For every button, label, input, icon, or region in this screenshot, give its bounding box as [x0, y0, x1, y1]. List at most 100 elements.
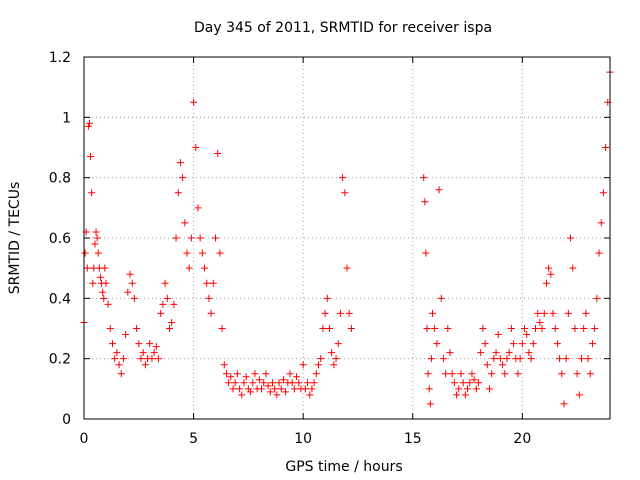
data-point	[477, 349, 485, 357]
data-point	[99, 288, 107, 296]
data-point	[464, 385, 472, 393]
data-point	[251, 370, 259, 378]
data-point	[260, 379, 268, 387]
data-point	[150, 349, 158, 357]
data-point	[426, 400, 434, 408]
data-point	[422, 249, 430, 257]
data-point	[424, 370, 432, 378]
data-point	[431, 325, 439, 332]
x-tick-label: 0	[80, 431, 89, 447]
data-point	[264, 382, 272, 390]
data-point	[310, 379, 318, 387]
data-point	[575, 391, 583, 399]
data-point	[295, 379, 303, 387]
data-point	[578, 355, 586, 363]
data-point	[172, 234, 180, 242]
data-point	[527, 355, 535, 363]
data-point	[573, 370, 581, 378]
data-point	[595, 249, 603, 257]
data-point	[130, 294, 138, 302]
data-point	[481, 340, 489, 348]
data-point	[321, 309, 329, 317]
data-point	[444, 325, 452, 332]
data-point	[562, 355, 570, 363]
data-point	[122, 331, 130, 339]
data-point	[475, 379, 482, 387]
data-point	[450, 379, 458, 387]
data-point	[334, 340, 342, 348]
data-point	[119, 355, 127, 363]
data-point	[179, 174, 187, 182]
data-point	[580, 325, 588, 332]
data-point	[115, 361, 123, 369]
data-point	[492, 349, 500, 357]
data-point	[341, 189, 349, 197]
data-point	[304, 379, 312, 387]
data-point	[137, 355, 145, 363]
data-point	[286, 370, 294, 378]
y-tick-label: 0.2	[49, 352, 71, 368]
data-point	[201, 264, 209, 272]
data-point	[212, 234, 219, 242]
data-point	[468, 370, 476, 378]
data-point	[258, 385, 266, 393]
y-axis-label: SRMTID / TECUs	[7, 182, 23, 295]
data-point	[207, 309, 215, 317]
data-point	[591, 325, 599, 332]
data-point	[571, 325, 579, 332]
x-tick-label: 5	[189, 431, 198, 447]
data-point	[325, 325, 333, 332]
data-point	[523, 331, 531, 339]
data-point	[205, 294, 213, 302]
y-tick-label: 0.4	[49, 291, 71, 307]
data-point	[516, 355, 524, 363]
data-point	[240, 379, 248, 387]
data-point	[428, 309, 436, 317]
data-point	[214, 150, 222, 158]
data-point	[222, 370, 230, 378]
data-point	[457, 370, 465, 378]
data-point	[275, 379, 283, 387]
data-point	[135, 340, 143, 348]
data-point	[220, 361, 228, 369]
data-point	[268, 379, 276, 387]
data-point	[84, 122, 92, 130]
data-point	[236, 385, 244, 393]
data-point	[233, 370, 241, 378]
data-point	[89, 279, 97, 287]
y-tick-label: 0.8	[49, 171, 71, 187]
data-point	[599, 189, 607, 197]
data-point	[507, 325, 515, 332]
data-point	[96, 273, 104, 281]
data-point	[496, 355, 504, 363]
data-point	[81, 249, 89, 257]
data-point	[231, 379, 239, 387]
data-point	[433, 340, 441, 348]
data-point	[319, 325, 327, 332]
data-point	[238, 391, 246, 399]
x-axis-label: GPS time / hours	[285, 459, 402, 475]
data-point	[293, 373, 301, 381]
data-point	[152, 343, 160, 351]
data-point	[91, 240, 99, 248]
data-point	[155, 355, 163, 363]
data-point	[488, 370, 496, 378]
data-point	[196, 234, 204, 242]
data-point	[323, 294, 331, 302]
data-point	[593, 294, 601, 302]
data-point	[494, 331, 502, 339]
data-point	[437, 294, 445, 302]
data-point	[92, 228, 100, 236]
data-point	[490, 355, 498, 363]
data-point	[547, 270, 555, 278]
data-point	[242, 373, 250, 381]
data-point	[442, 370, 450, 378]
data-point	[113, 349, 121, 357]
data-point	[588, 340, 596, 348]
data-point	[181, 219, 189, 227]
data-point	[148, 355, 156, 363]
data-point	[525, 349, 533, 357]
data-point	[542, 279, 550, 287]
